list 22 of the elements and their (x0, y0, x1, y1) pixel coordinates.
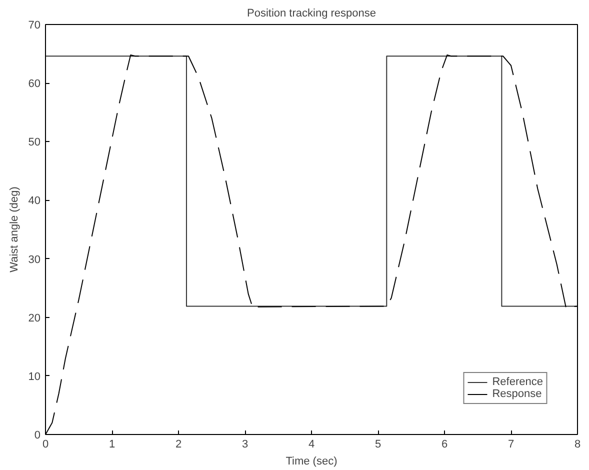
y-tick-label: 50 (28, 136, 41, 149)
y-tick-label: 30 (28, 254, 41, 266)
y-tick-label: 20 (28, 312, 41, 324)
x-tick-label: 7 (508, 438, 514, 450)
x-tick-label: 3 (242, 438, 248, 450)
y-tick-label: 60 (28, 78, 41, 90)
legend-label: Reference (492, 376, 543, 388)
x-axis-title: Time (sec) (286, 456, 338, 468)
y-tick-label: 70 (28, 20, 41, 32)
y-tick-label: 0 (34, 430, 41, 442)
x-tick-label: 4 (308, 438, 315, 450)
x-tick-label: 6 (441, 438, 448, 450)
x-tick-label: 0 (42, 438, 49, 450)
x-tick-label: 5 (374, 438, 382, 450)
x-tick-label: 8 (574, 438, 581, 450)
y-tick-label: 40 (28, 195, 41, 208)
y-tick-label: 10 (28, 370, 41, 383)
chart-title: Position tracking response (246, 8, 376, 20)
y-axis-title: Waist angle (deg) (8, 186, 20, 272)
x-tick-label: 2 (175, 438, 182, 450)
x-tick-label: 1 (108, 438, 116, 450)
legend-label: Response (492, 388, 542, 400)
